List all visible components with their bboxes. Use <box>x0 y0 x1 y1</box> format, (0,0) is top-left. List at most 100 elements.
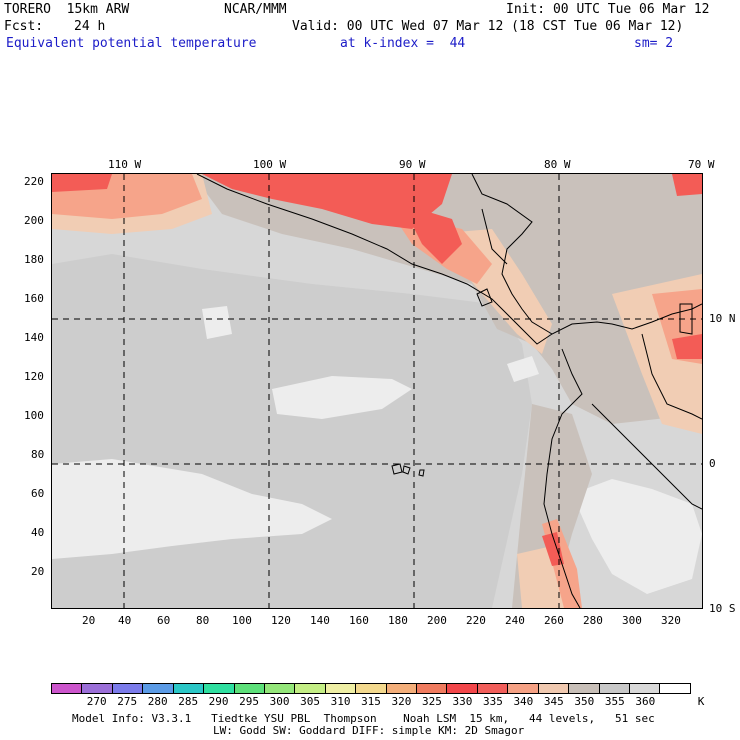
color-bar-swatch <box>538 684 570 693</box>
y-tick-label: 140 <box>24 331 44 344</box>
x-tick-label: 160 <box>349 614 369 627</box>
color-bar-unit: K <box>697 695 705 708</box>
coastline <box>196 174 702 345</box>
color-bar-label: 305 <box>300 695 320 708</box>
color-bar-swatch <box>630 684 661 693</box>
map-panel <box>51 173 703 609</box>
color-bar-label: 355 <box>604 695 625 708</box>
y-tick-label: 120 <box>24 370 44 383</box>
color-bar-swatch <box>295 684 326 693</box>
color-bar-swatch <box>234 684 265 693</box>
color-bar-label: 345 <box>543 695 564 708</box>
color-bar-swatch <box>447 684 478 693</box>
x-tick-label: 100 <box>232 614 252 627</box>
lon-label: 80 W <box>544 158 571 171</box>
y-tick-label: 20 <box>31 565 45 578</box>
x-tick-label: 320 <box>661 614 681 627</box>
color-bar-swatch <box>508 684 539 693</box>
color-bar-swatch <box>660 684 690 693</box>
color-bar-swatch <box>82 684 113 693</box>
lon-label: 70 W <box>688 158 715 171</box>
valid-time: Valid: 00 UTC Wed 07 Mar 12 (18 CST Tue … <box>292 19 684 34</box>
y-tick-label: 40 <box>31 526 45 539</box>
x-tick-label: 120 <box>271 614 291 627</box>
init-time: Init: 00 UTC Tue 06 Mar 12 <box>506 2 710 17</box>
hot-region <box>672 174 702 196</box>
y-tick-label: 160 <box>24 292 44 305</box>
warm-coastal-region <box>192 174 702 424</box>
color-bar-label: 285 <box>178 695 199 708</box>
color-bar-label: 280 <box>147 695 168 708</box>
color-bar-label: 315 <box>361 695 381 708</box>
color-bar-label: 320 <box>391 695 412 708</box>
color-bar-swatch <box>569 684 600 693</box>
y-tick-label: 200 <box>24 214 44 227</box>
color-bar-label: 300 <box>269 695 290 708</box>
color-bar-label: 340 <box>513 695 534 708</box>
lat-label: 10 S <box>709 602 736 615</box>
level-index: at k-index = 44 <box>340 36 466 51</box>
color-bar-swatch <box>173 684 205 693</box>
color-bar-swatch <box>264 684 296 693</box>
x-tick-label: 40 <box>118 614 132 627</box>
x-tick-label: 200 <box>427 614 447 627</box>
graticule <box>52 174 702 608</box>
physics-info-line: LW: Godd SW: Goddard DIFF: simple KM: 2D… <box>213 724 525 737</box>
color-bar-label: 275 <box>117 695 138 708</box>
color-bar-label: 310 <box>330 695 351 708</box>
light-patch <box>272 376 412 419</box>
island-outline <box>391 463 425 477</box>
lake-outline <box>679 303 693 335</box>
light-patch <box>507 356 539 382</box>
color-bar-swatch <box>417 684 448 693</box>
color-bar-label: 330 <box>452 695 473 708</box>
y-tick-label: 220 <box>24 175 44 188</box>
color-bar-swatch <box>356 684 387 693</box>
coastline <box>471 174 553 335</box>
x-tick-label: 80 <box>196 614 210 627</box>
hot-region <box>52 174 112 192</box>
color-bar-swatch <box>204 684 235 693</box>
color-bar-label: 325 <box>422 695 442 708</box>
y-tick-label: 80 <box>31 448 45 461</box>
color-bar-label: 335 <box>482 695 503 708</box>
color-bar-swatch <box>112 684 144 693</box>
model-name: TORERO 15km ARW <box>4 2 130 17</box>
light-patch <box>52 459 332 559</box>
forecast-hour: 24 h <box>74 19 106 34</box>
model-info-line: Model Info: V3.3.1 Tiedtke YSU PBL Thomp… <box>72 712 655 725</box>
lon-label: 90 W <box>399 158 426 171</box>
x-tick-label: 260 <box>544 614 564 627</box>
x-tick-label: 180 <box>388 614 408 627</box>
color-bar-label: 360 <box>635 695 656 708</box>
field-name: Equivalent potential temperature <box>6 36 257 51</box>
light-patch <box>202 306 232 339</box>
smoothing-value: sm= 2 <box>634 36 674 51</box>
map-canvas <box>52 174 702 608</box>
lat-label: 0 <box>709 457 716 470</box>
color-bar <box>51 683 691 694</box>
x-tick-label: 300 <box>622 614 642 627</box>
y-tick-label: 180 <box>24 253 44 266</box>
hot-region <box>672 334 702 359</box>
forecast-label: Fcst: <box>4 19 44 34</box>
x-tick-label: 60 <box>157 614 171 627</box>
coastline <box>543 348 583 608</box>
color-bar-swatch <box>143 684 174 693</box>
y-tick-label: 100 <box>24 409 44 422</box>
color-bar-label: 290 <box>208 695 229 708</box>
color-bar-label: 270 <box>86 695 107 708</box>
x-tick-label: 140 <box>310 614 330 627</box>
lon-label: 110 W <box>108 158 142 171</box>
lon-label: 100 W <box>253 158 287 171</box>
x-tick-label: 220 <box>466 614 486 627</box>
x-tick-label: 240 <box>505 614 525 627</box>
x-tick-label: 20 <box>82 614 96 627</box>
color-bar-label: 295 <box>239 695 260 708</box>
coastline <box>641 333 702 420</box>
color-bar-label: 350 <box>574 695 595 708</box>
coastline <box>481 208 508 265</box>
light-patch <box>572 479 702 594</box>
color-bar-swatch <box>599 684 631 693</box>
lake-outline <box>476 288 493 307</box>
